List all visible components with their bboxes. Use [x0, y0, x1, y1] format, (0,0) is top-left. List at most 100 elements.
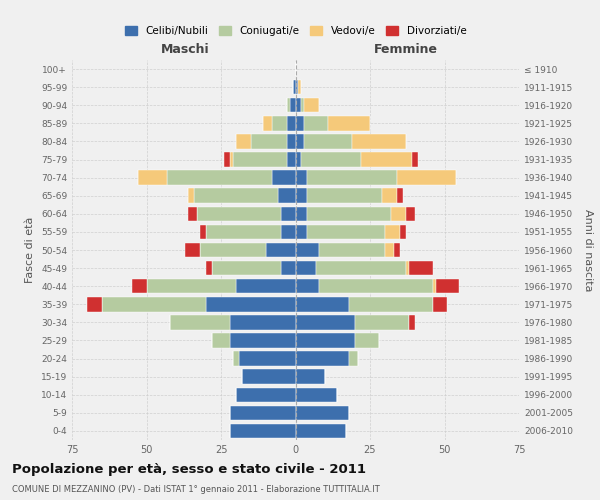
- Bar: [230, 333, 296, 347]
- Legend: Celibi/Nubili, Coniugati/e, Vedovi/e, Divorziati/e: Celibi/Nubili, Coniugati/e, Vedovi/e, Di…: [121, 22, 470, 40]
- Bar: [236, 388, 296, 402]
- Bar: [137, 170, 167, 185]
- Bar: [87, 297, 102, 312]
- Bar: [433, 297, 448, 312]
- Bar: [296, 152, 301, 167]
- Bar: [296, 80, 298, 94]
- Bar: [397, 170, 457, 185]
- Bar: [102, 297, 206, 312]
- Bar: [296, 188, 307, 203]
- Bar: [361, 152, 412, 167]
- Bar: [391, 206, 406, 221]
- Bar: [296, 243, 319, 257]
- Bar: [400, 224, 406, 239]
- Bar: [296, 424, 346, 438]
- Bar: [409, 261, 433, 276]
- Bar: [296, 297, 349, 312]
- Bar: [206, 297, 296, 312]
- Bar: [355, 333, 379, 347]
- Bar: [281, 261, 296, 276]
- Bar: [242, 370, 296, 384]
- Bar: [194, 188, 278, 203]
- Y-axis label: Anni di nascita: Anni di nascita: [583, 209, 593, 291]
- Bar: [206, 224, 281, 239]
- Bar: [382, 188, 397, 203]
- Bar: [188, 188, 194, 203]
- Bar: [188, 206, 197, 221]
- Bar: [296, 206, 307, 221]
- Bar: [436, 279, 460, 293]
- Bar: [230, 424, 296, 438]
- Bar: [296, 170, 307, 185]
- Bar: [185, 243, 200, 257]
- Bar: [301, 152, 361, 167]
- Bar: [233, 152, 287, 167]
- Bar: [296, 261, 316, 276]
- Bar: [349, 352, 358, 366]
- Bar: [212, 333, 230, 347]
- Bar: [304, 116, 328, 130]
- Bar: [287, 134, 296, 148]
- Bar: [433, 279, 436, 293]
- Bar: [304, 98, 319, 112]
- Bar: [272, 170, 296, 185]
- Bar: [319, 243, 385, 257]
- Bar: [296, 134, 304, 148]
- Bar: [287, 98, 290, 112]
- Bar: [236, 279, 296, 293]
- Bar: [236, 134, 251, 148]
- Bar: [406, 206, 415, 221]
- Bar: [296, 98, 301, 112]
- Bar: [251, 134, 287, 148]
- Bar: [131, 279, 146, 293]
- Bar: [296, 279, 319, 293]
- Bar: [304, 134, 352, 148]
- Bar: [200, 224, 206, 239]
- Bar: [301, 98, 304, 112]
- Bar: [349, 297, 433, 312]
- Bar: [197, 206, 281, 221]
- Bar: [224, 152, 230, 167]
- Bar: [293, 80, 296, 94]
- Bar: [233, 352, 239, 366]
- Bar: [287, 116, 296, 130]
- Bar: [352, 134, 406, 148]
- Bar: [406, 261, 409, 276]
- Bar: [307, 170, 397, 185]
- Text: COMUNE DI MEZZANINO (PV) - Dati ISTAT 1° gennaio 2011 - Elaborazione TUTTITALIA.: COMUNE DI MEZZANINO (PV) - Dati ISTAT 1°…: [12, 485, 380, 494]
- Bar: [307, 188, 382, 203]
- Bar: [281, 206, 296, 221]
- Bar: [409, 315, 415, 330]
- Bar: [212, 261, 281, 276]
- Bar: [412, 152, 418, 167]
- Bar: [296, 333, 355, 347]
- Bar: [319, 279, 433, 293]
- Bar: [272, 116, 287, 130]
- Bar: [239, 352, 296, 366]
- Bar: [397, 188, 403, 203]
- Bar: [307, 224, 385, 239]
- Bar: [263, 116, 272, 130]
- Bar: [206, 261, 212, 276]
- Bar: [385, 224, 400, 239]
- Text: Maschi: Maschi: [161, 44, 209, 57]
- Bar: [167, 170, 272, 185]
- Y-axis label: Fasce di età: Fasce di età: [25, 217, 35, 283]
- Bar: [287, 152, 296, 167]
- Bar: [170, 315, 230, 330]
- Bar: [296, 224, 307, 239]
- Bar: [296, 116, 304, 130]
- Bar: [296, 406, 349, 420]
- Bar: [296, 370, 325, 384]
- Bar: [316, 261, 406, 276]
- Bar: [281, 224, 296, 239]
- Bar: [200, 243, 266, 257]
- Bar: [230, 315, 296, 330]
- Bar: [296, 352, 349, 366]
- Bar: [307, 206, 391, 221]
- Bar: [355, 315, 409, 330]
- Bar: [385, 243, 394, 257]
- Bar: [230, 152, 233, 167]
- Bar: [298, 80, 301, 94]
- Bar: [290, 98, 296, 112]
